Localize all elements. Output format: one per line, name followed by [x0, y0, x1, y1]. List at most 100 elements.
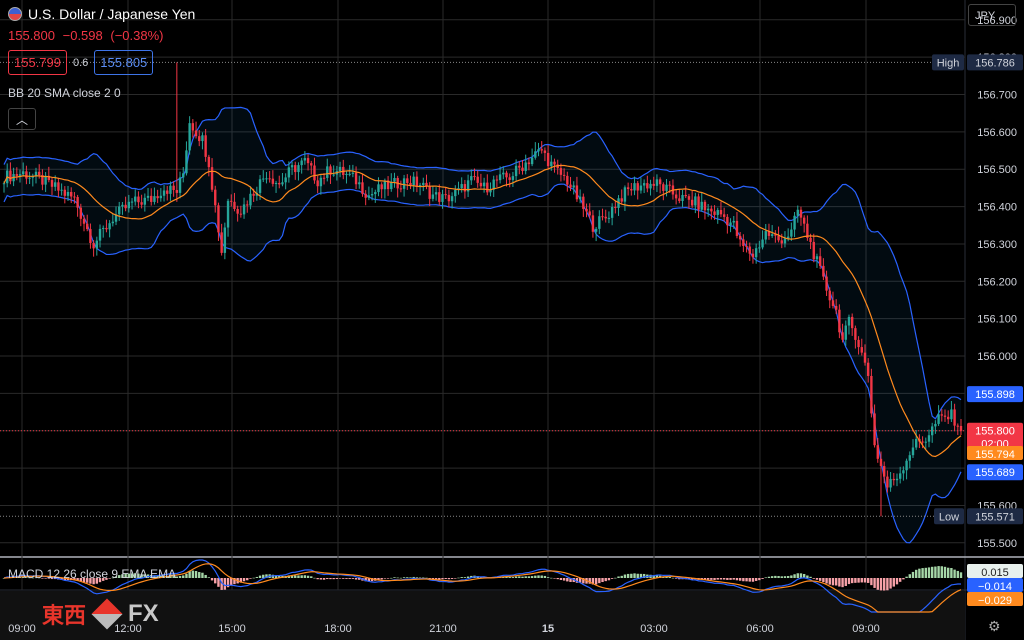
candle-body — [697, 196, 700, 210]
candle-body — [524, 162, 527, 172]
candle-body — [178, 177, 182, 193]
candle-body — [428, 186, 431, 199]
x-tick-label: 09:00 — [852, 623, 880, 635]
upper-band-badge: 155.898 — [975, 389, 1015, 401]
bollinger-legend[interactable]: BB 20 SMA close 2 0 — [8, 86, 121, 100]
bid-button[interactable]: 155.799 — [8, 50, 67, 75]
candle-body — [802, 217, 806, 224]
candle-body — [758, 247, 761, 249]
candle-body — [447, 194, 451, 202]
macd-histogram-bar — [233, 578, 236, 585]
macd-histogram-bar — [185, 573, 188, 578]
candle-body — [844, 325, 847, 340]
macd-histogram-bar — [194, 570, 198, 578]
x-tick-label: 06:00 — [746, 623, 774, 635]
macd-histogram-bar — [434, 578, 438, 579]
macd-histogram-bar — [438, 578, 441, 580]
y-tick-label: 156.300 — [977, 239, 1017, 251]
macd-histogram-bar — [300, 575, 303, 578]
currency-select[interactable]: JPY — [968, 4, 1016, 26]
candle-body — [572, 185, 575, 188]
macd-histogram-bar — [242, 578, 246, 582]
macd-histogram-bar — [850, 578, 854, 584]
candle-body — [882, 466, 886, 477]
candle-body — [406, 178, 409, 183]
y-tick-label: 156.600 — [977, 127, 1017, 139]
candle-body — [498, 174, 502, 181]
x-tick-label: 15 — [542, 623, 554, 635]
macd-histogram-bar — [908, 574, 911, 578]
macd-histogram-bar — [943, 566, 947, 578]
x-tick-label: 15:00 — [218, 623, 246, 635]
candle-body — [332, 174, 335, 176]
macd-histogram-bar — [761, 578, 764, 579]
macd-histogram-bar — [690, 578, 694, 580]
candle-body — [70, 191, 73, 197]
macd-histogram-bar — [399, 577, 403, 579]
macd-histogram-bar — [89, 578, 92, 584]
grid-lines — [0, 0, 965, 590]
macd-histogram-bar — [348, 578, 351, 579]
candle-body — [847, 316, 851, 326]
candle-body — [518, 165, 521, 168]
macd-histogram-bar — [182, 575, 185, 578]
macd-histogram-bar — [716, 578, 719, 580]
macd-legend[interactable]: MACD 12 26 close 9 EMA EMA — [8, 567, 177, 581]
macd-histogram-bar — [86, 578, 89, 583]
candle-body — [569, 184, 572, 188]
candle-body — [431, 194, 435, 199]
macd-histogram-bar — [444, 578, 447, 580]
macd-histogram-bar — [105, 578, 108, 580]
candle-body — [98, 228, 102, 241]
symbol-header[interactable]: U.S. Dollar / Japanese Yen — [8, 6, 195, 22]
macd-histogram-bar — [559, 578, 563, 581]
candle-body — [854, 328, 857, 340]
candle-body — [313, 165, 316, 181]
candle-body — [946, 416, 950, 420]
macd-histogram-bar — [457, 577, 460, 579]
candle-body — [278, 182, 281, 185]
candle-body — [105, 227, 108, 230]
candle-body — [751, 253, 755, 258]
candle-body — [441, 194, 444, 202]
y-tick-label: 156.500 — [977, 164, 1017, 176]
candle-body — [412, 176, 415, 186]
macd-histogram-bar — [383, 578, 387, 579]
candle-body — [748, 246, 751, 254]
candle-body — [710, 208, 713, 212]
high-label-badge-bg — [932, 54, 964, 71]
gear-icon[interactable]: ⚙ — [988, 618, 1001, 634]
macd-histogram-bar — [258, 575, 262, 578]
candle-body — [722, 214, 726, 217]
macd-histogram-bar — [518, 576, 521, 578]
macd-histogram-bar — [601, 578, 604, 583]
macd-histogram-bar — [278, 575, 281, 578]
macd-histogram-bar — [310, 576, 313, 578]
macd-histogram-bar — [111, 577, 115, 579]
macd-histogram-bar — [156, 575, 159, 578]
candle-body — [329, 166, 332, 175]
candle-body — [687, 196, 691, 200]
macd-histogram-bar — [201, 572, 204, 578]
candle-body — [527, 162, 531, 165]
candle-body — [706, 208, 710, 211]
macd-histogram-bar — [175, 576, 179, 578]
macd-histogram-bar — [678, 578, 681, 580]
macd-histogram-bar — [738, 578, 742, 581]
x-tick-label: 09:00 — [8, 623, 36, 635]
macd-histogram-bar — [460, 577, 463, 578]
candle-body — [690, 199, 694, 206]
ask-button[interactable]: 155.805 — [94, 50, 154, 75]
macd-histogram-bar — [534, 575, 537, 578]
collapse-legend-button[interactable]: ︿ — [8, 108, 36, 130]
macd-histogram-bar — [793, 574, 796, 578]
candle-body — [463, 184, 467, 192]
macd-histogram-bar — [623, 574, 627, 578]
candle-body — [153, 196, 156, 202]
candle-body — [738, 235, 742, 240]
macd-histogram-bar — [889, 578, 892, 589]
candle-body — [889, 478, 892, 488]
candle-body — [130, 201, 134, 203]
macd-histogram-bar — [818, 578, 822, 581]
